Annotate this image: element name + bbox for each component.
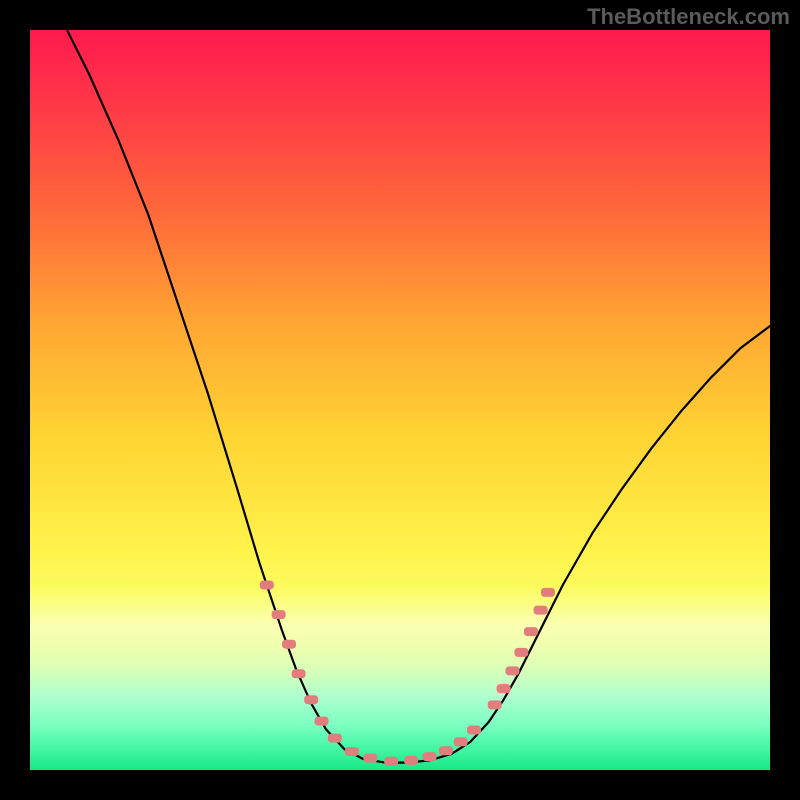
curve-marker (467, 726, 481, 735)
curve-marker (292, 669, 306, 678)
curve-marker (345, 747, 359, 756)
curve-marker (439, 746, 453, 755)
curve-marker (260, 581, 274, 590)
chart-svg (0, 0, 800, 800)
curve-marker (497, 684, 511, 693)
curve-marker (282, 640, 296, 649)
bottleneck-curve-chart: TheBottleneck.com (0, 0, 800, 800)
highlight-band (30, 585, 770, 689)
curve-marker (454, 737, 468, 746)
curve-marker (505, 666, 519, 675)
curve-marker (404, 756, 418, 765)
curve-marker (534, 606, 548, 615)
curve-marker (315, 717, 329, 726)
curve-marker (384, 757, 398, 766)
curve-marker (328, 734, 342, 743)
watermark-text: TheBottleneck.com (587, 4, 790, 30)
curve-marker (541, 588, 555, 597)
curve-marker (524, 627, 538, 636)
curve-marker (423, 752, 437, 761)
curve-marker (514, 648, 528, 657)
curve-marker (304, 695, 318, 704)
curve-marker (363, 754, 377, 763)
curve-marker (488, 700, 502, 709)
curve-marker (272, 610, 286, 619)
